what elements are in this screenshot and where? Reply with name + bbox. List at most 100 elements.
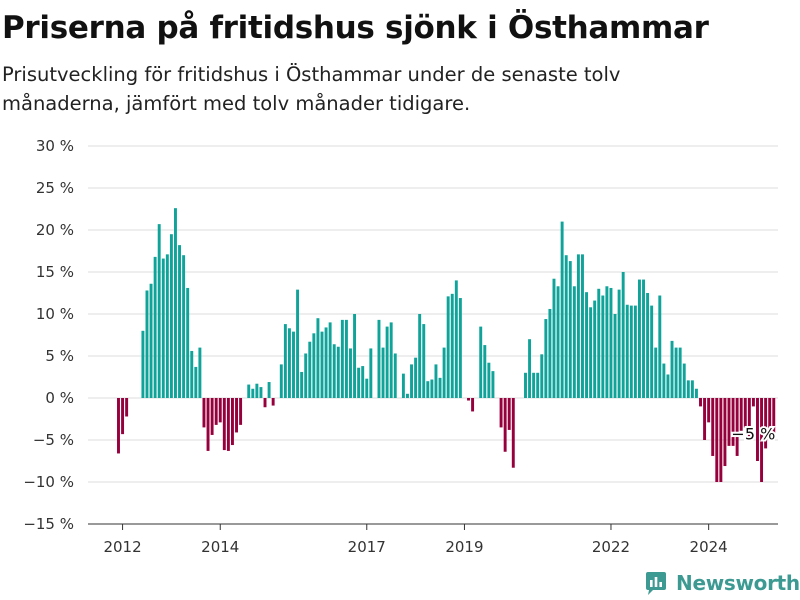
bar	[296, 289, 300, 398]
bar	[247, 384, 251, 398]
bar	[629, 305, 633, 398]
y-tick-label: 0 %	[45, 389, 74, 407]
bar	[401, 373, 405, 398]
y-axis-tick-labels: 30 % 25 % 20 % 15 % 10 % 5 % 0 % −5 % −10 % −15 %	[23, 137, 74, 533]
bar	[226, 398, 230, 451]
y-tick-label: 10 %	[36, 305, 74, 323]
bar	[690, 380, 694, 398]
bar	[760, 398, 764, 482]
bar	[686, 380, 690, 398]
bar	[145, 290, 149, 398]
bar	[304, 353, 308, 398]
bar	[230, 398, 234, 446]
x-tick-label: 2022	[592, 538, 630, 556]
bar	[666, 374, 670, 398]
bar	[699, 398, 702, 407]
bar	[532, 372, 536, 398]
y-tick-label: −15 %	[23, 515, 74, 533]
bar	[369, 348, 373, 398]
bar	[251, 388, 255, 398]
bar	[320, 331, 324, 398]
annotations: −5 %	[729, 422, 777, 445]
bar	[357, 367, 361, 398]
bar	[239, 398, 243, 425]
bar	[625, 304, 629, 398]
bar	[654, 347, 658, 398]
bar	[694, 388, 698, 398]
bar	[633, 305, 637, 398]
bar	[454, 280, 458, 398]
bar	[678, 347, 682, 398]
bar	[300, 371, 304, 398]
bar	[169, 234, 173, 398]
bar	[308, 341, 312, 398]
bar	[674, 347, 678, 398]
bar	[410, 364, 413, 398]
bar	[483, 345, 487, 398]
bar	[739, 398, 743, 431]
bar	[756, 398, 759, 461]
y-tick-label: −5 %	[33, 431, 74, 449]
bar	[174, 208, 177, 398]
bar	[491, 371, 495, 398]
bar	[117, 398, 120, 454]
bar	[340, 319, 344, 398]
bar	[157, 224, 161, 398]
bar	[332, 344, 336, 398]
bar	[751, 398, 755, 407]
bar	[153, 256, 157, 398]
bar	[471, 398, 475, 412]
bar	[279, 364, 283, 398]
bar	[637, 279, 641, 398]
bar	[377, 319, 381, 398]
y-tick-label: 15 %	[36, 263, 74, 281]
bar	[731, 398, 735, 446]
bar	[438, 377, 442, 398]
bar	[418, 314, 422, 398]
bar	[210, 398, 214, 435]
bar	[621, 272, 625, 398]
bar	[703, 398, 707, 440]
bar	[593, 300, 597, 398]
bar	[511, 398, 515, 468]
bar	[141, 330, 145, 398]
bar	[165, 254, 169, 398]
bar-series	[117, 208, 776, 482]
bar	[336, 346, 340, 398]
bar	[503, 398, 507, 452]
bar	[422, 324, 426, 398]
bar	[772, 398, 776, 440]
bar	[235, 398, 238, 433]
bar	[292, 331, 295, 398]
bar	[446, 296, 450, 398]
bar	[287, 328, 291, 398]
bar	[149, 283, 153, 398]
bar	[589, 307, 593, 398]
bar	[711, 398, 715, 456]
bar	[328, 322, 332, 398]
bar	[764, 398, 768, 449]
bar	[528, 339, 532, 398]
bar	[540, 354, 544, 398]
bar	[393, 353, 397, 398]
bar	[406, 393, 409, 398]
bar	[727, 398, 731, 446]
y-tick-label: 25 %	[36, 179, 74, 197]
x-tick-label: 2019	[445, 538, 483, 556]
bar	[426, 381, 430, 398]
bar	[121, 398, 125, 435]
bar	[324, 327, 328, 398]
bar	[222, 398, 226, 451]
x-tick-label: 2024	[690, 538, 728, 556]
bar	[487, 362, 491, 398]
bar	[617, 289, 621, 398]
bar	[601, 295, 605, 398]
y-tick-label: 5 %	[45, 347, 74, 365]
bar	[548, 308, 552, 398]
bar	[609, 287, 613, 398]
bar	[576, 254, 580, 398]
bar	[735, 398, 739, 456]
x-axis: 2012 2014 2017 2019 2022 2024	[88, 523, 778, 556]
bar	[385, 326, 389, 398]
